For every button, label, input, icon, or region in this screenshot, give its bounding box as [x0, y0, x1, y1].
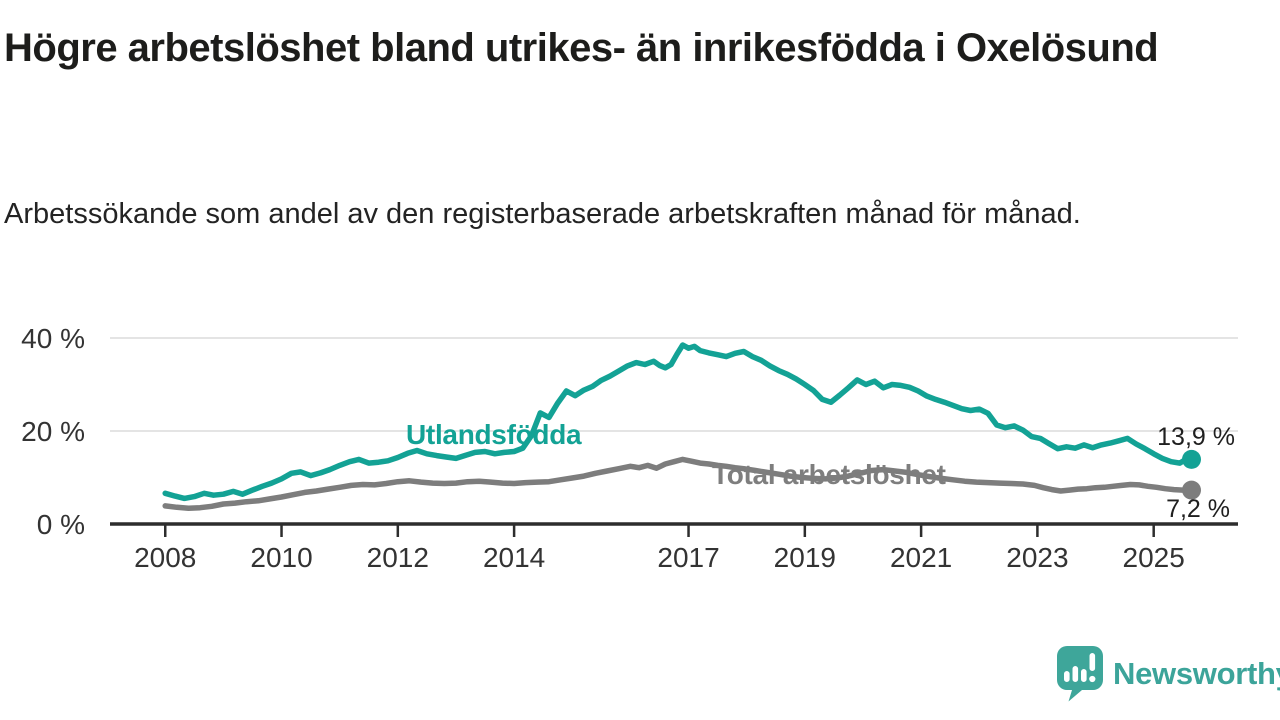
series-end-dot	[1182, 480, 1201, 500]
x-axis-label: 2023	[1006, 542, 1068, 573]
series-line	[162, 342, 1195, 502]
series-label-utlandsfodda: Utlandsfödda	[406, 419, 582, 450]
end-value-utlandsfodda: 13,9 %	[1157, 423, 1235, 451]
series-label-total-arbetsloshet: Total arbetslöshet	[712, 459, 946, 490]
x-axis-label: 2008	[134, 542, 196, 573]
y-axis-label: 40 %	[21, 323, 85, 354]
chart-title: Högre arbetslöshet bland utrikes- än inr…	[4, 26, 1159, 70]
x-axis-label: 2021	[890, 542, 952, 573]
y-axis-label: 20 %	[21, 416, 85, 447]
newsworthy-wordmark: Newsworthy	[1113, 655, 1280, 691]
end-value-total-arbetsloshet: 7,2 %	[1166, 495, 1230, 523]
newsworthy-logo-icon	[1056, 645, 1104, 702]
x-axis-label: 2017	[657, 542, 719, 573]
x-axis-label: 2025	[1123, 542, 1185, 573]
series-end-dot	[1182, 449, 1201, 469]
x-axis-label: 2019	[774, 542, 836, 573]
x-axis-label: 2012	[367, 542, 429, 573]
x-axis-label: 2010	[250, 542, 312, 573]
chart-subtitle: Arbetssökande som andel av den registerb…	[4, 198, 1081, 230]
newsworthy-logo: Newsworthy	[1056, 645, 1280, 702]
series-line	[162, 456, 1195, 511]
x-axis-label: 2014	[483, 542, 545, 573]
y-axis-label: 0 %	[37, 509, 85, 540]
